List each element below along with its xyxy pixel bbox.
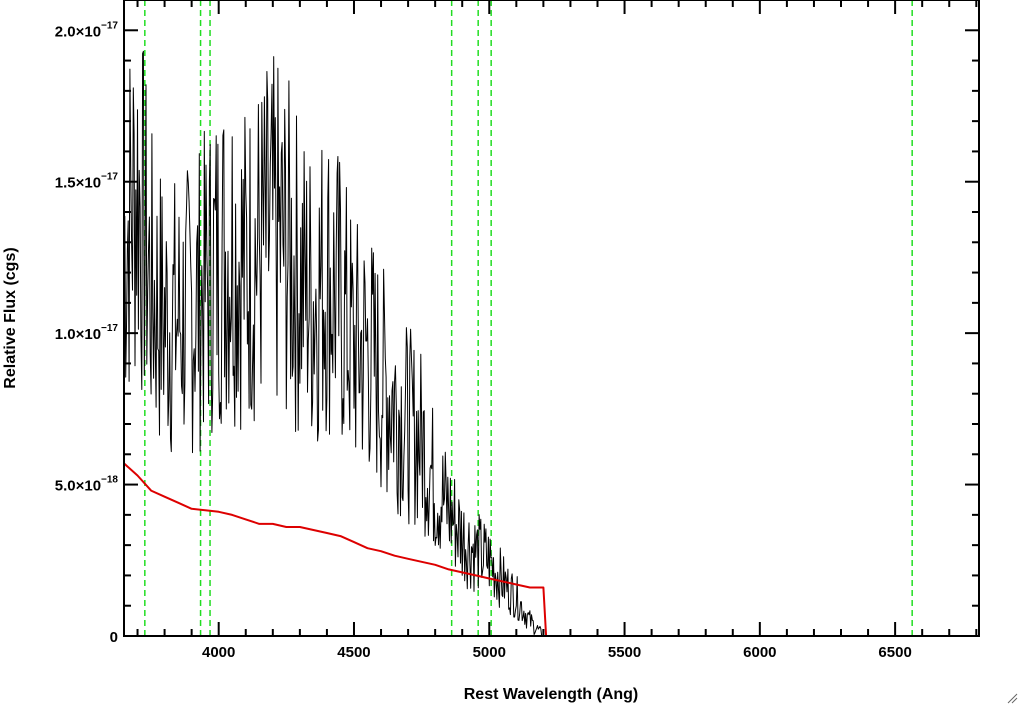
- model-spectrum-line: [124, 462, 979, 636]
- y-tick-label: 1.0×10−17: [55, 323, 119, 343]
- emission-line-markers: [144, 0, 913, 636]
- plot-border: [123, 0, 980, 637]
- tick-labels: 4000 4500 5000 5500 6000 6500 0 5.0×10−18 1.0×10…: [55, 20, 912, 661]
- y-tick-label: 1.5×10−17: [55, 172, 119, 192]
- series-layer: [124, 50, 979, 636]
- x-tick-label: 5500: [608, 644, 641, 661]
- y-tick-label: 5.0×10−18: [55, 475, 119, 495]
- observed-spectrum-line: [124, 50, 544, 636]
- axis-ticks: [124, 0, 979, 637]
- x-axis-title: Rest Wavelength (Ang): [464, 686, 639, 703]
- y-tick-label: 2.0×10−17: [55, 20, 119, 40]
- x-tick-label: 5000: [473, 644, 506, 661]
- x-tick-label: 4000: [202, 644, 235, 661]
- y-axis-title: Relative Flux (cgs): [2, 247, 19, 388]
- plot-frame: [123, 0, 980, 637]
- resize-grip-icon[interactable]: [1007, 693, 1018, 704]
- x-tick-label: 4500: [337, 644, 370, 661]
- x-tick-label: 6500: [878, 644, 911, 661]
- y-tick-label: 0: [110, 629, 118, 646]
- x-tick-label: 6000: [743, 644, 776, 661]
